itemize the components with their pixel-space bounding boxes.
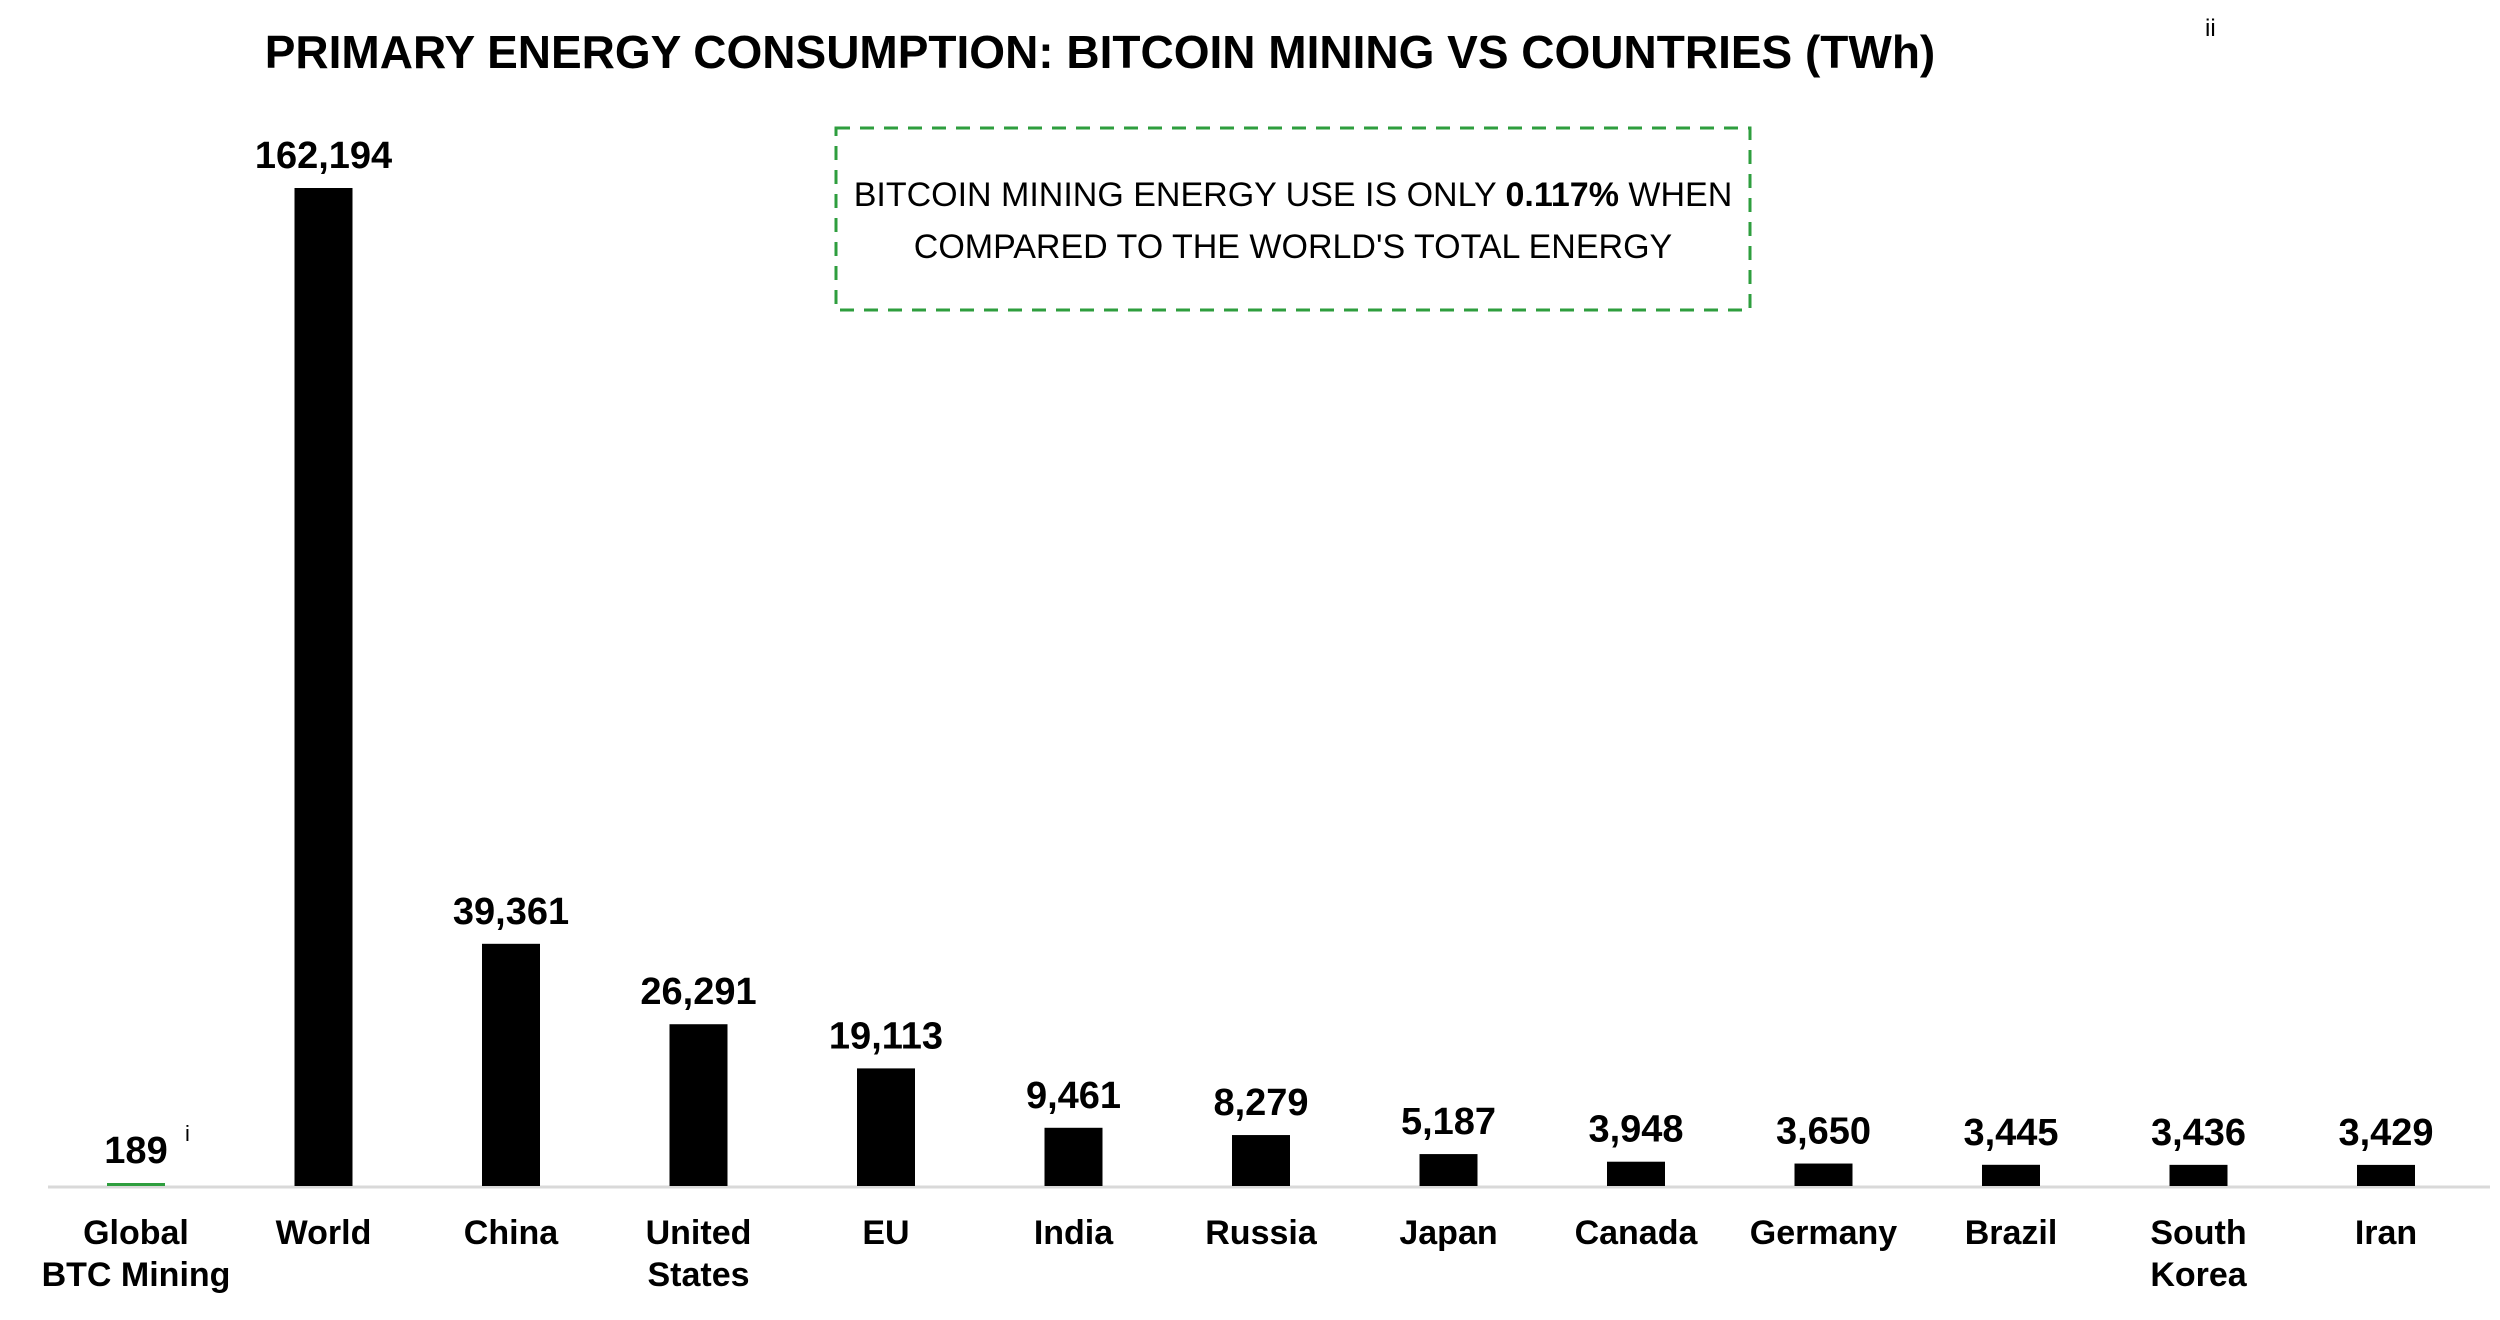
category-label: World (276, 1214, 372, 1252)
value-label: 189 (104, 1130, 167, 1172)
category-label: Iran (2355, 1214, 2417, 1252)
bar-russia (1232, 1135, 1290, 1186)
category-label: Russia (1205, 1214, 1318, 1252)
value-label: 19,113 (829, 1015, 943, 1057)
value-label: 3,948 (1588, 1109, 1683, 1151)
annotation-callout: BITCOIN MINING ENERGY USE IS ONLY 0.117%… (834, 126, 1752, 312)
value-label: 3,445 (1963, 1112, 2058, 1154)
value-label: 9,461 (1026, 1075, 1121, 1117)
bar-eu (857, 1068, 915, 1186)
category-label: India (1034, 1214, 1114, 1252)
category-label: Japan (1399, 1214, 1497, 1252)
annotation-line-1-suffix: WHEN (1619, 176, 1732, 214)
annotation-line-2: COMPARED TO THE WORLD'S TOTAL ENERGY (914, 228, 1672, 266)
category-label: Brazil (1965, 1214, 2058, 1252)
annotation-line-1-prefix: BITCOIN MINING ENERGY USE IS ONLY (854, 176, 1506, 214)
value-label: 3,436 (2151, 1112, 2246, 1154)
bar-iran (2357, 1164, 2415, 1186)
category-label: BTC Mining (42, 1256, 231, 1294)
bar-japan (1419, 1154, 1478, 1186)
category-label: Canada (1575, 1214, 1699, 1252)
bar-china (482, 943, 540, 1186)
value-labels-layer: 189 i 162,194 39,361 26,291 19,113 9,461 8,279 5… (104, 135, 2433, 1172)
category-label: United (646, 1214, 752, 1252)
bar-world (294, 188, 353, 1186)
value-label: 3,429 (2338, 1112, 2433, 1154)
bars-layer (107, 188, 2415, 1186)
annotation-line-1: BITCOIN MINING ENERGY USE IS ONLY 0.117%… (854, 176, 1733, 214)
bar-global-btc-mining (107, 1183, 165, 1186)
bar-south-korea (2169, 1164, 2228, 1186)
category-label: China (464, 1214, 560, 1252)
bar-germany (1794, 1163, 1853, 1186)
chart-title: PRIMARY ENERGY CONSUMPTION: BITCOIN MINI… (265, 26, 1936, 78)
bar-united-states (669, 1024, 728, 1186)
value-label: 39,361 (453, 891, 569, 933)
category-labels-layer: Global BTC Mining World China United States EU… (42, 1214, 2418, 1294)
bar-brazil (1982, 1164, 2040, 1186)
value-label: 162,194 (255, 135, 392, 177)
bar-india (1044, 1127, 1103, 1186)
annotation-box (834, 126, 1752, 312)
bar-canada (1607, 1161, 1665, 1186)
value-label: 5,187 (1401, 1101, 1496, 1143)
category-label: EU (862, 1214, 909, 1252)
category-label: Global (83, 1214, 189, 1252)
category-label: Korea (2150, 1256, 2247, 1294)
category-label: Germany (1750, 1214, 1897, 1252)
value-label: 8,279 (1213, 1082, 1308, 1124)
annotation-percentage: 0.117% (1506, 176, 1619, 214)
value-label: 3,650 (1776, 1111, 1871, 1153)
value-label-footnote: i (185, 1121, 190, 1146)
category-label: States (647, 1256, 749, 1294)
category-label: South (2150, 1214, 2246, 1252)
value-label: 26,291 (640, 971, 756, 1013)
chart-title-footnote: ii (2205, 15, 2216, 42)
